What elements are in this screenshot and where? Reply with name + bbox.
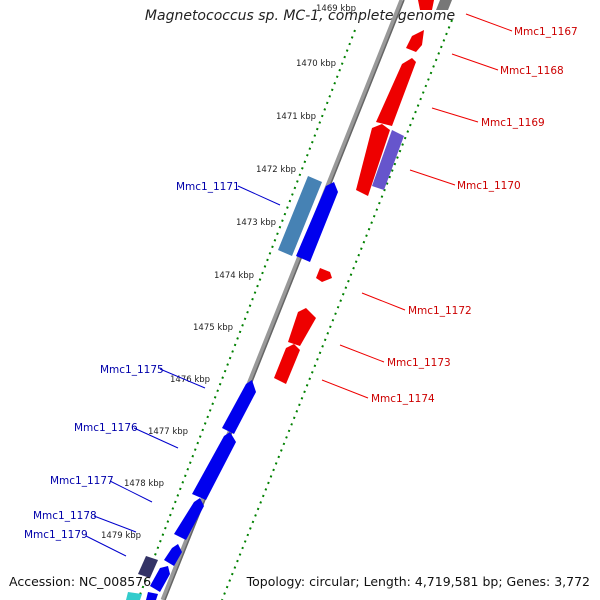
kbp-label: 1479 kbp [101, 531, 141, 541]
gene-label[interactable]: Mmc1_1167 [514, 26, 578, 38]
gene-arrow-mmc1-1171-steel[interactable] [278, 176, 322, 256]
gene-arrow-mmc1-1168[interactable] [376, 58, 416, 126]
topology-text: Topology: circular; Length: 4,719,581 bp… [246, 574, 590, 589]
gene-label[interactable]: Mmc1_1171 [176, 181, 240, 193]
gene-label[interactable]: Mmc1_1168 [500, 65, 564, 77]
kbp-label: 1477 kbp [148, 427, 188, 437]
gene-label[interactable]: Mmc1_1177 [50, 475, 114, 487]
gene-arrow-mmc1-1171[interactable] [296, 182, 338, 262]
leader-lines [85, 13, 513, 557]
gene-arrow-mmc1-1167[interactable] [418, 0, 434, 10]
gene-label[interactable]: Mmc1_1173 [387, 357, 451, 369]
kbp-label: 1471 kbp [276, 112, 316, 122]
gene-arrow-mmc1-1176[interactable] [192, 432, 236, 500]
gene-arrow-mmc1-1178[interactable] [164, 544, 182, 566]
gene-arrow-mmc1-1167b[interactable] [406, 30, 424, 52]
gene-label[interactable]: Mmc1_1172 [408, 305, 472, 317]
kbp-label: 1476 kbp [170, 375, 210, 385]
gene-arrow-blue-edge[interactable] [146, 592, 158, 600]
kbp-label: 1472 kbp [256, 165, 296, 175]
gene-arrow-mmc1-1179[interactable] [138, 556, 158, 578]
gene-arrow-mmc1-1179b[interactable] [150, 566, 170, 592]
gene-labels: Mmc1_1167 Mmc1_1168 Mmc1_1169 Mmc1_1170 … [24, 26, 578, 541]
gene-arrow-mmc1-1170[interactable] [372, 130, 404, 190]
reverse-strand-genes [274, 0, 452, 384]
gene-arrow-mmc1-1172[interactable] [316, 268, 332, 282]
inner-tick-track [137, 29, 356, 600]
gene-label[interactable]: Mmc1_1170 [457, 180, 521, 192]
map-title: Magnetococcus sp. MC-1, complete genome [144, 8, 456, 24]
gene-label[interactable]: Mmc1_1179 [24, 529, 88, 541]
genome-backbone [160, 0, 405, 600]
gene-arrow-mmc1-1177[interactable] [174, 498, 204, 540]
gene-arrow-mmc1-1174[interactable] [274, 344, 300, 384]
accession-text: Accession: NC_008576 [9, 574, 152, 589]
genome-backbone-highlight [164, 0, 405, 600]
gene-arrow-cyan[interactable] [126, 592, 142, 600]
gene-label[interactable]: Mmc1_1176 [74, 422, 138, 434]
kbp-label: 1474 kbp [214, 271, 254, 281]
gene-arrow-mmc1-1175[interactable] [222, 380, 256, 434]
kbp-label: 1478 kbp [124, 479, 164, 489]
gene-arrow-partial-gray[interactable] [436, 0, 452, 10]
gene-arrow-mmc1-1173[interactable] [288, 308, 316, 346]
gene-label[interactable]: Mmc1_1169 [481, 117, 545, 129]
kbp-tick-labels: 1469 kbp 1470 kbp 1471 kbp 1472 kbp 1473… [101, 4, 356, 541]
kbp-label: 1473 kbp [236, 218, 276, 228]
gene-label[interactable]: Mmc1_1174 [371, 393, 435, 405]
forward-strand-genes [126, 176, 338, 600]
outer-tick-track [221, 19, 453, 600]
gene-arrow-mmc1-1169[interactable] [356, 124, 390, 196]
kbp-label: 1470 kbp [296, 59, 336, 69]
kbp-label: 1475 kbp [193, 323, 233, 333]
kbp-label: 1469 kbp [316, 4, 356, 14]
gene-label[interactable]: Mmc1_1178 [33, 510, 97, 522]
gene-label[interactable]: Mmc1_1175 [100, 364, 164, 376]
